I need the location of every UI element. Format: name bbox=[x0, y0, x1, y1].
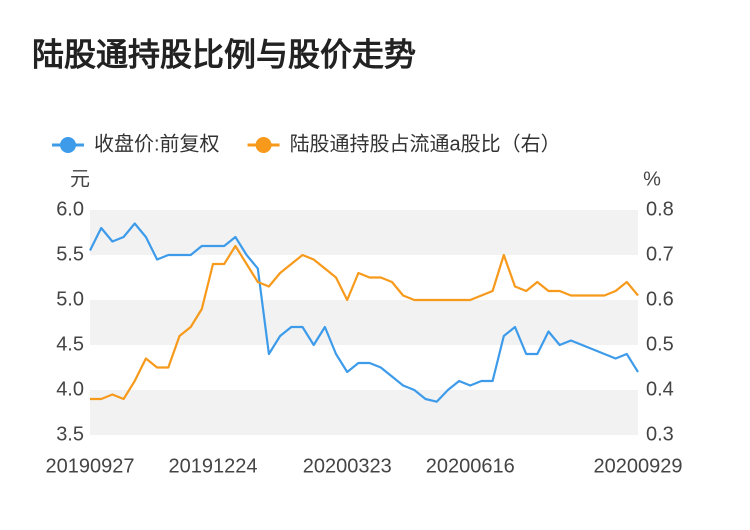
y-unit: 元 bbox=[70, 168, 90, 190]
y2-tick-label: 0.8 bbox=[646, 198, 674, 220]
x-tick-label: 20200929 bbox=[594, 455, 683, 477]
legend-label: 陆股通持股占流通a股比（右） bbox=[290, 132, 561, 155]
grid-band bbox=[90, 210, 638, 255]
series-line bbox=[89, 222, 639, 403]
y2-tick-label: 0.4 bbox=[646, 378, 674, 400]
series-line bbox=[90, 244, 639, 401]
y-tick-label: 5.0 bbox=[56, 288, 84, 310]
x-tick-label: 20200616 bbox=[426, 455, 515, 477]
y-tick-label: 4.0 bbox=[56, 378, 84, 400]
y2-tick-label: 0.6 bbox=[646, 288, 674, 310]
legend-label: 收盘价:前复权 bbox=[94, 132, 220, 155]
legend-marker bbox=[255, 137, 272, 153]
y-tick-label: 4.5 bbox=[56, 333, 84, 355]
y2-tick-label: 0.3 bbox=[646, 423, 674, 445]
x-tick-label: 20200323 bbox=[303, 455, 392, 477]
grid-band bbox=[90, 390, 638, 435]
y2-tick-label: 0.7 bbox=[646, 243, 674, 265]
legend-marker bbox=[60, 137, 76, 153]
y-tick-label: 3.5 bbox=[56, 423, 84, 445]
y2-tick-label: 0.5 bbox=[646, 333, 674, 355]
x-tick-label: 20191224 bbox=[169, 455, 258, 477]
grid-band bbox=[90, 300, 638, 345]
y-tick-label: 6.0 bbox=[56, 198, 84, 220]
y2-unit: % bbox=[643, 168, 661, 190]
x-tick-label: 20190927 bbox=[46, 455, 135, 477]
chart-title: 陆股通持股比例与股价走势 bbox=[32, 36, 416, 72]
grid-band bbox=[90, 345, 638, 390]
grid-band bbox=[90, 255, 638, 300]
y-tick-label: 5.5 bbox=[56, 243, 84, 265]
